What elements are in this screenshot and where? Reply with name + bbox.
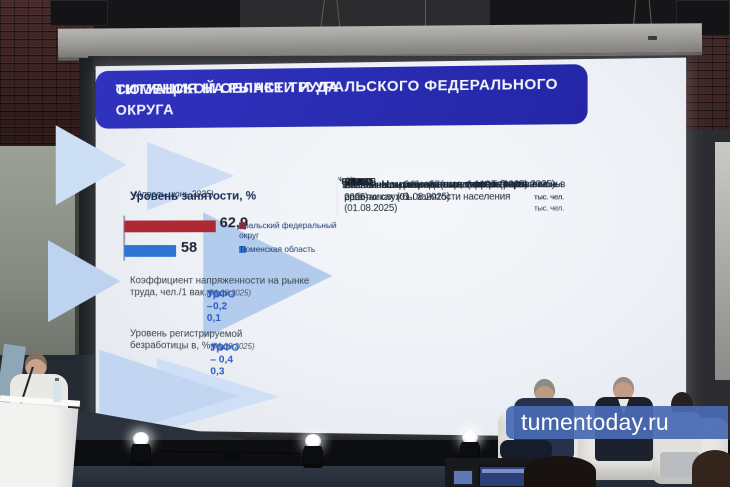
watermark: tumentoday.ru [506, 406, 728, 439]
rigging-cable [425, 0, 426, 27]
monitor-screen [478, 465, 528, 486]
slide-title-line2: ТЮМЕНСКОЙ ОБЛАСТИ И УРАЛЬСКОГО ФЕДЕРАЛЬН… [115, 75, 558, 119]
employment-chart-title: Уровень занятости, % (Апрель-июнь 2025) [129, 188, 257, 203]
beam-marking [648, 36, 657, 40]
floor-equipment-box [222, 451, 242, 460]
stage-light [461, 430, 479, 462]
slide-title-banner: СИТУАЦИЯ НА РЫНКЕ ТРУДА ТЮМЕНСКОЙ ОБЛАСТ… [95, 64, 588, 129]
lectern [0, 401, 79, 487]
bar-tyumen [124, 245, 177, 257]
stat-registered-unemployment: Уровень регистрируемой безработицы в, % … [129, 328, 255, 378]
bar-urfo [124, 220, 216, 233]
audience-head [692, 450, 730, 487]
water-bottle [53, 378, 61, 402]
bar-tyumen-value: 58 [180, 239, 198, 256]
indicators-table: № п/п Наименование показателя ТО УрФО 1.… [336, 174, 682, 216]
stage-light [132, 432, 150, 464]
stat-labor-tension: Коэффициент напряженности на рынке труда… [129, 275, 310, 325]
presentation-screen: СИТУАЦИЯ НА РЫНКЕ ТРУДА ТЮМЕНСКОЙ ОБЛАСТ… [95, 57, 687, 439]
monitor-desk [445, 458, 537, 487]
audience-head [524, 456, 596, 487]
side-screen-right [715, 142, 730, 380]
audio-speaker-left [50, 0, 108, 26]
monitor-screen [453, 470, 473, 485]
stage-light [304, 434, 322, 466]
